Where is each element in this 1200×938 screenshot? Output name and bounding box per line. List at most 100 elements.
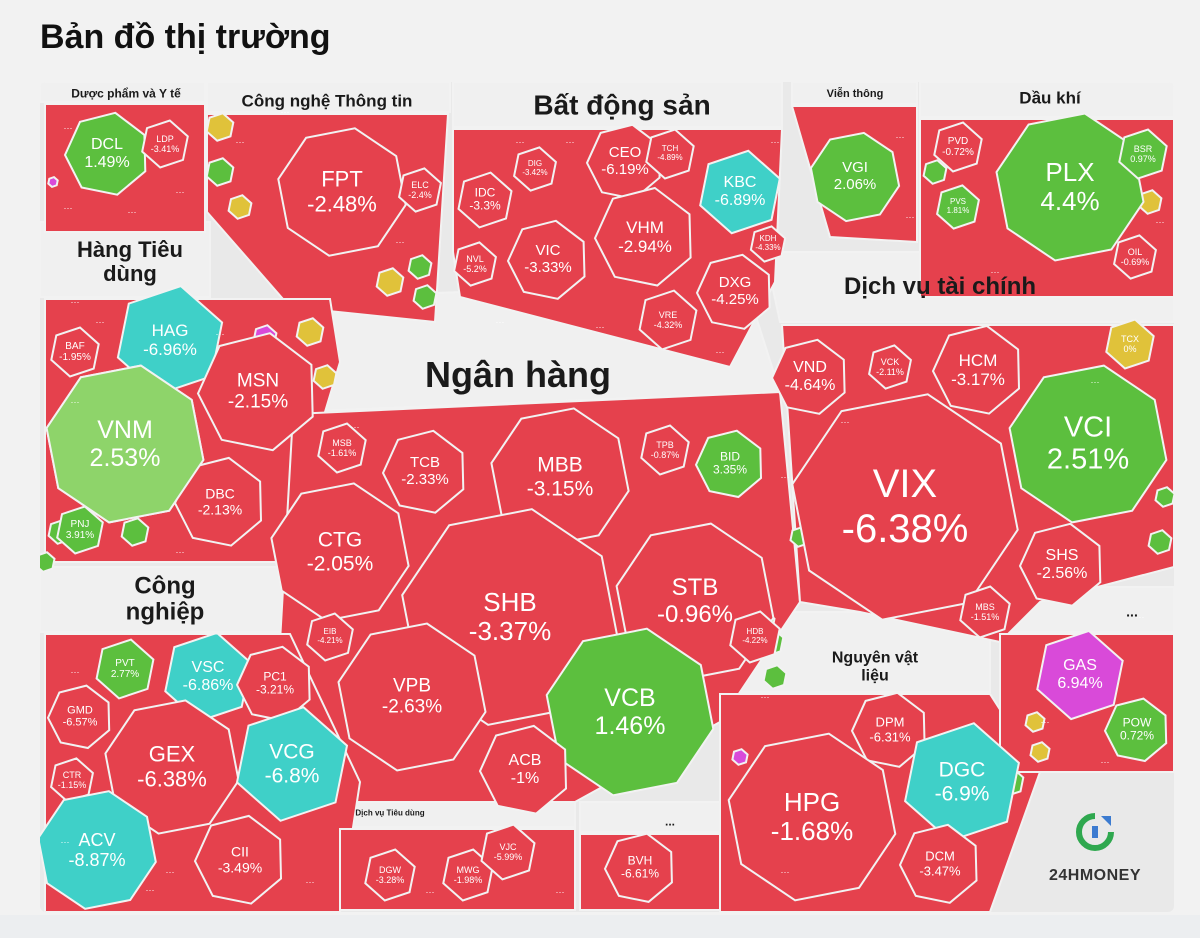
stock-cell-dig[interactable]: DIG -3.42% <box>522 159 548 178</box>
small-cell-ellipsis: ··· <box>70 396 80 407</box>
stock-cell-ctr[interactable]: CTR -1.15% <box>58 770 87 790</box>
stock-cell-vjc[interactable]: VJC -5.99% <box>494 842 523 862</box>
small-cell-ellipsis: ··· <box>63 122 73 133</box>
stock-cell-dcl[interactable]: DCL 1.49% <box>84 136 129 172</box>
stock-change: -2.4% <box>408 190 432 200</box>
stock-cell-gas[interactable]: GAS 6.94% <box>1057 657 1102 693</box>
stock-cell-shb[interactable]: SHB -3.37% <box>469 587 551 646</box>
stock-cell-vnm[interactable]: VNM 2.53% <box>90 416 161 472</box>
stock-cell-hdb[interactable]: HDB -4.22% <box>742 627 767 646</box>
small-stock-cell <box>375 267 405 297</box>
stock-cell-vnd[interactable]: VND -4.64% <box>785 359 836 395</box>
small-cell-ellipsis: ··· <box>495 316 505 327</box>
stock-shape-cii <box>193 814 283 905</box>
stock-shape-pc1 <box>235 645 311 722</box>
stock-cell-vix[interactable]: VIX -6.38% <box>842 462 969 552</box>
page-title: Bản đồ thị trường <box>40 18 331 56</box>
stock-cell-vpb[interactable]: VPB -2.63% <box>382 676 442 719</box>
stock-cell-baf[interactable]: BAF -1.95% <box>59 341 91 363</box>
stock-cell-pvd[interactable]: PVD -0.72% <box>942 136 974 158</box>
stock-cell-pnj[interactable]: PNJ 3.91% <box>66 519 94 541</box>
stock-cell-mwg[interactable]: MWG -1.98% <box>454 865 483 885</box>
stock-shape-msn <box>196 332 314 452</box>
stock-cell-pow[interactable]: POW 0.72% <box>1120 716 1154 744</box>
stock-cell-bvh[interactable]: BVH -6.61% <box>621 854 659 882</box>
stock-change: -3.42% <box>522 168 548 177</box>
stock-cell-plx[interactable]: PLX 4.4% <box>1040 157 1099 216</box>
stock-code: VGI <box>842 159 868 177</box>
stock-cell-vhm[interactable]: VHM -2.94% <box>618 218 672 256</box>
stock-cell-pvt[interactable]: PVT 2.77% <box>111 658 139 680</box>
stock-cell-vck[interactable]: VCK -2.11% <box>876 357 904 377</box>
stock-cell-vcb[interactable]: VCB 1.46% <box>595 684 666 740</box>
stock-cell-gmd[interactable]: GMD -6.57% <box>63 705 98 730</box>
stock-cell-vre[interactable]: VRE -4.32% <box>654 310 683 330</box>
sector-header-bg <box>791 82 918 105</box>
stock-cell-ctg[interactable]: CTG -2.05% <box>307 528 374 575</box>
stock-cell-nvl[interactable]: NVL -5.2% <box>463 254 487 274</box>
stock-change: -2.63% <box>381 697 443 718</box>
stock-cell-hag[interactable]: HAG -6.96% <box>143 321 197 359</box>
stock-cell-hpg[interactable]: HPG -1.68% <box>771 787 853 846</box>
stock-cell-tch[interactable]: TCH -4.89% <box>657 144 682 163</box>
stock-change: -2.05% <box>306 552 374 575</box>
stock-cell-acb[interactable]: ACB -1% <box>509 752 542 788</box>
stock-cell-dpm[interactable]: DPM -6.31% <box>869 715 910 744</box>
stock-cell-pc1[interactable]: PC1 -3.21% <box>256 670 294 698</box>
stock-cell-ceo[interactable]: CEO -6.19% <box>601 144 649 179</box>
stock-code: FPT <box>321 166 363 192</box>
stock-cell-msn[interactable]: MSN -2.15% <box>228 371 288 414</box>
stock-cell-cii[interactable]: CII -3.49% <box>218 844 262 875</box>
stock-cell-dgw[interactable]: DGW -3.28% <box>376 865 405 885</box>
stock-change: -6.31% <box>869 729 911 744</box>
stock-cell-stb[interactable]: STB -0.96% <box>656 574 734 629</box>
stock-cell-ldp[interactable]: LDP -3.41% <box>151 134 180 154</box>
stock-cell-tpb[interactable]: TPB -0.87% <box>651 440 680 460</box>
stock-change: -6.38% <box>841 507 969 551</box>
stock-shape-pvd <box>933 121 983 173</box>
stock-shape-hpg <box>727 732 897 902</box>
stock-cell-tcx[interactable]: TCX 0% <box>1121 334 1139 354</box>
stock-cell-shs[interactable]: SHS -2.56% <box>1037 547 1088 583</box>
stock-shape-dcm <box>898 823 978 904</box>
stock-cell-mbb[interactable]: MBB -3.15% <box>527 453 594 500</box>
stock-cell-vci[interactable]: VCI 2.51% <box>1047 412 1129 477</box>
stock-cell-vcg[interactable]: VCG -6.8% <box>265 740 320 787</box>
stock-code: EIB <box>323 627 337 637</box>
stock-change: -0.96% <box>656 601 734 628</box>
stock-change: -3.17% <box>951 370 1005 389</box>
stock-cell-vsc[interactable]: VSC -6.86% <box>183 659 234 695</box>
stock-cell-gex[interactable]: GEX -6.38% <box>137 742 207 791</box>
stock-change: -6.38% <box>137 766 207 791</box>
stock-cell-bid[interactable]: BID 3.35% <box>713 450 747 478</box>
stock-cell-fpt[interactable]: FPT -2.48% <box>307 167 377 216</box>
stock-cell-idc[interactable]: IDC -3.3% <box>469 186 500 214</box>
stock-cell-acv[interactable]: ACV -8.87% <box>68 830 125 870</box>
stock-cell-kdh[interactable]: KDH -4.33% <box>755 234 780 253</box>
stock-cell-dgc[interactable]: DGC -6.9% <box>935 758 990 805</box>
stock-cell-dxg[interactable]: DXG -4.25% <box>711 274 759 309</box>
stock-code: VHM <box>626 217 664 237</box>
stock-code: DIG <box>527 159 543 169</box>
stock-cell-oil[interactable]: OIL -0.69% <box>1121 247 1150 267</box>
stock-code: TPB <box>656 439 674 450</box>
stock-cell-tcb[interactable]: TCB -2.33% <box>401 454 449 489</box>
stock-cell-bsr[interactable]: BSR 0.97% <box>1130 144 1156 164</box>
stock-cell-pvs[interactable]: PVS 1.81% <box>947 197 970 216</box>
stock-shape-acv <box>40 790 157 910</box>
stock-cell-vic[interactable]: VIC -3.33% <box>524 242 572 277</box>
small-cell-ellipsis: ··· <box>60 836 70 847</box>
stock-cell-elc[interactable]: ELC -2.4% <box>408 180 432 200</box>
stock-cell-kbc[interactable]: KBC -6.89% <box>715 174 766 210</box>
small-cell-ellipsis: ··· <box>127 206 137 217</box>
stock-cell-hcm[interactable]: HCM -3.17% <box>951 351 1005 389</box>
stock-cell-eib[interactable]: EIB -4.21% <box>317 627 342 646</box>
page-bottom-edge <box>0 915 1200 938</box>
small-cell-ellipsis: ··· <box>780 866 790 877</box>
stock-cell-dbc[interactable]: DBC -2.13% <box>198 486 242 517</box>
stock-cell-vgi[interactable]: VGI 2.06% <box>834 159 877 194</box>
stock-cell-dcm[interactable]: DCM -3.47% <box>919 849 960 878</box>
stock-code: DXG <box>718 274 752 292</box>
stock-cell-mbs[interactable]: MBS -1.51% <box>971 602 1000 622</box>
stock-cell-msb[interactable]: MSB -1.61% <box>328 438 357 458</box>
